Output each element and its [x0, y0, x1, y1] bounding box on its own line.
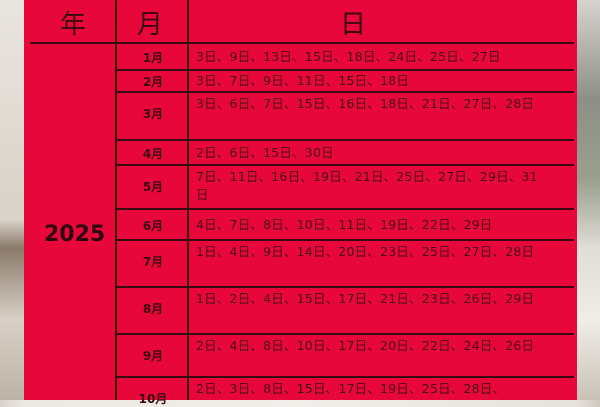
- header-year: 年: [60, 10, 87, 40]
- row-divider: [116, 208, 574, 210]
- column-divider: [187, 0, 189, 400]
- month-cell: 5月: [142, 180, 164, 194]
- month-cell: 2月: [142, 75, 164, 89]
- header-day: 日: [340, 10, 367, 40]
- days-cell: 3日、6日、7日、15日、16日、18日、21日、27日、28日: [196, 96, 535, 111]
- column-divider: [115, 0, 117, 400]
- header-divider: [30, 42, 574, 44]
- month-cell: 1月: [142, 51, 164, 65]
- month-cell: 3月: [142, 107, 164, 121]
- month-cell: 6月: [142, 218, 164, 233]
- row-divider: [116, 91, 574, 93]
- row-divider: [116, 376, 574, 378]
- days-cell: 3日、7日、9日、11日、15日、18日: [196, 73, 410, 88]
- days-cell: 7日、11日、16日、19日、21日、25日、27日、29日、31日: [196, 169, 538, 202]
- year-cell: 2025: [44, 222, 106, 247]
- days-cell: 2日、3日、8日、15日、17日、19日、25日、28日、: [196, 381, 506, 396]
- month-cell: 4月: [142, 146, 164, 161]
- days-cell: 2日、4日、8日、10日、17日、20日、22日、24日、26日: [196, 338, 535, 353]
- row-divider: [116, 139, 574, 141]
- days-cell: 2日、6日、15日、30日: [196, 144, 334, 160]
- row-divider: [116, 69, 574, 71]
- background-photo-right: [574, 0, 600, 400]
- month-cell: 10月: [138, 392, 168, 406]
- header-month: 月: [137, 10, 164, 40]
- row-divider: [116, 239, 574, 241]
- row-divider: [116, 286, 574, 288]
- days-cell: 4日、7日、8日、10日、11日、19日、22日、29日: [196, 216, 493, 232]
- days-cell: 3日、9日、13日、15日、18日、24日、25日、27日: [196, 49, 501, 64]
- month-cell: 9月: [142, 349, 164, 363]
- days-cell: 1日、4日、9日、14日、20日、23日、25日、27日、28日: [196, 244, 535, 259]
- row-divider: [116, 164, 574, 166]
- background-photo-left: [0, 0, 26, 400]
- month-cell: 7月: [142, 255, 164, 269]
- month-cell: 8月: [142, 302, 164, 316]
- row-divider: [116, 333, 574, 335]
- days-cell: 1日、2日、4日、15日、17日、21日、23日、26日、29日: [196, 291, 535, 306]
